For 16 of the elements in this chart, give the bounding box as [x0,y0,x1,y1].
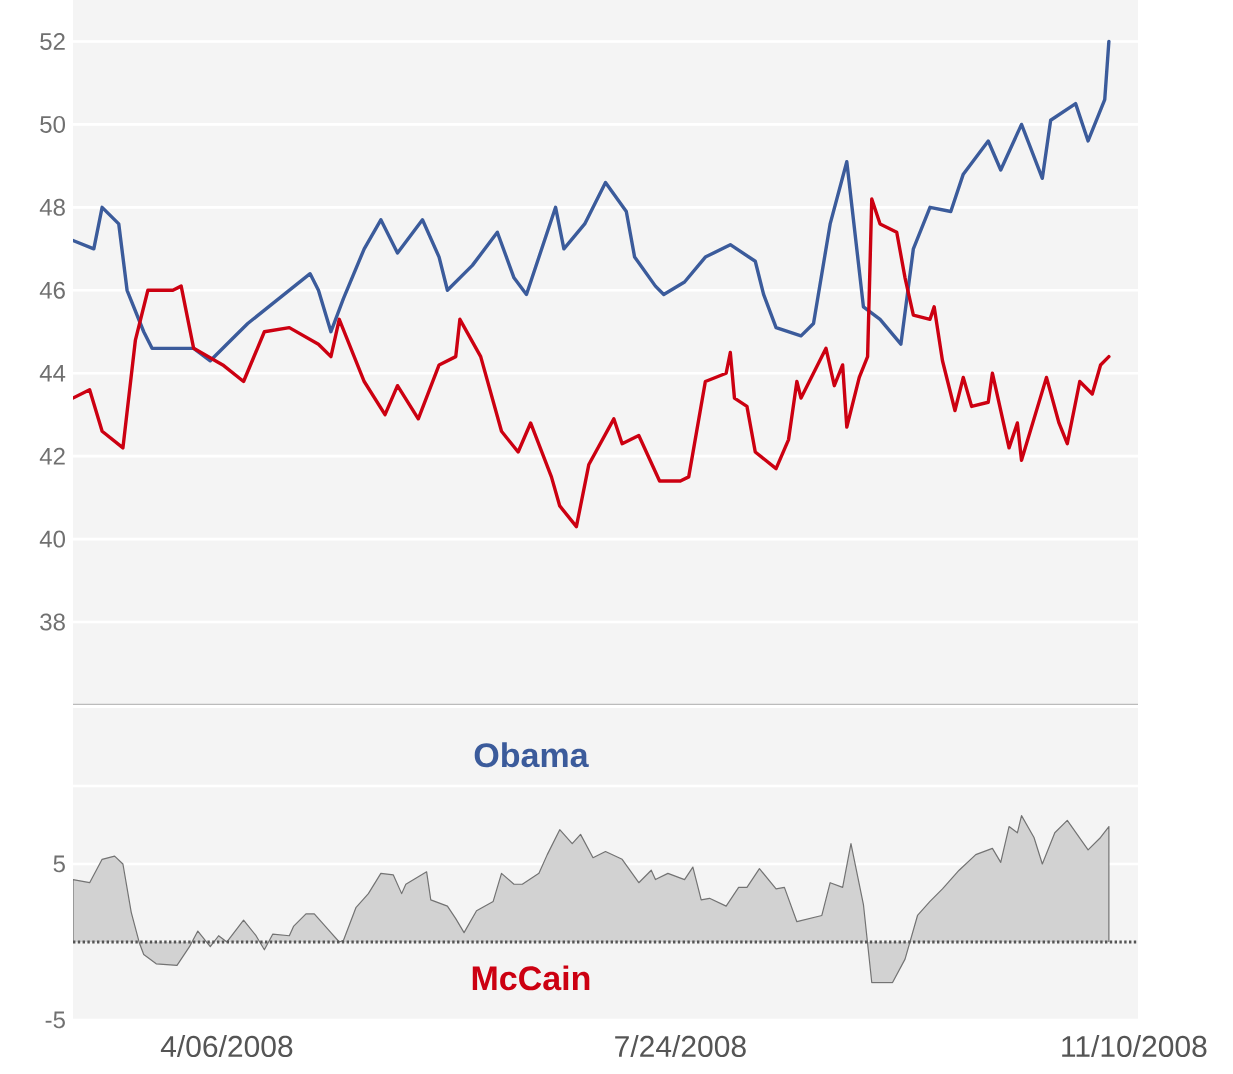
x-tick-label: 7/24/2008 [615,1035,746,1058]
x-tick-label: 11/10/2008 [1062,1035,1207,1058]
y-tick-label: 52 [40,32,65,50]
y-tick-label: 50 [40,115,65,133]
annotation: McCain [472,965,590,991]
annotation: Obama [474,742,589,768]
y-tick-label: 38 [40,613,65,631]
y-tick-label: 5 [53,855,65,873]
x-tick-label: 4/06/2008 [160,1035,293,1058]
y-tick-label: 42 [39,447,65,465]
line-series [73,197,1111,529]
y-tick-label: 40 [39,530,65,548]
y-tick-label: -5 [45,1011,65,1029]
y-tick-label: 46 [39,281,65,299]
y-tick-label: 48 [39,198,65,216]
y-tick-label: 44 [39,364,66,382]
